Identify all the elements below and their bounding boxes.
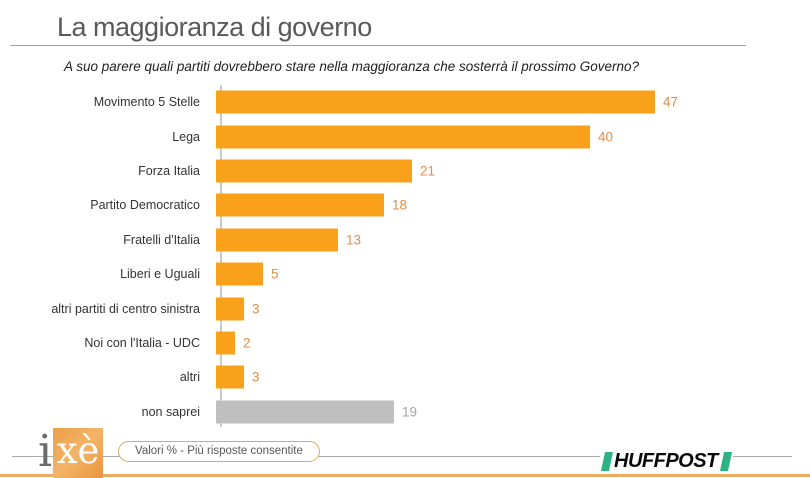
category-label: altri bbox=[179, 370, 200, 385]
category-label: Forza Italia bbox=[138, 163, 200, 178]
bottom-accent-rule bbox=[0, 474, 810, 477]
value-label: 47 bbox=[663, 94, 679, 110]
category-label: Noi con l'Italia - UDC bbox=[84, 335, 200, 350]
category-label: Fratelli d'Italia bbox=[123, 232, 200, 247]
bar bbox=[216, 262, 263, 286]
chart-row: Lega 40 bbox=[0, 119, 780, 153]
row-plot-area: 3 bbox=[212, 360, 780, 394]
chart-axis-line bbox=[220, 85, 222, 427]
chart-rows: Movimento 5 Stelle 47 Lega 40 Forza Italia 21… bbox=[0, 85, 780, 429]
category-label: Lega bbox=[172, 129, 200, 144]
bar bbox=[216, 331, 235, 355]
chart-row: Forza Italia 21 bbox=[0, 154, 780, 188]
bar bbox=[216, 90, 655, 114]
ixe-logo: i xè bbox=[38, 426, 104, 478]
value-label: 21 bbox=[420, 163, 436, 179]
bar bbox=[216, 125, 590, 149]
footer-divider bbox=[12, 456, 792, 457]
value-label: 40 bbox=[598, 129, 614, 145]
value-label: 3 bbox=[252, 301, 260, 317]
row-plot-area: 2 bbox=[212, 326, 780, 360]
category-label: altri partiti di centro sinistra bbox=[51, 301, 200, 316]
value-label: 2 bbox=[243, 335, 251, 351]
ixe-logo-letter-i: i bbox=[38, 426, 53, 477]
bar bbox=[216, 193, 384, 217]
value-label: 3 bbox=[252, 369, 260, 385]
huffpost-wordmark: HUFFPOST bbox=[614, 450, 718, 472]
bar bbox=[216, 159, 412, 183]
row-plot-area: 21 bbox=[212, 154, 780, 188]
value-label: 13 bbox=[346, 232, 362, 248]
ixe-logo-square: xè bbox=[53, 428, 104, 478]
chart-row: Movimento 5 Stelle 47 bbox=[0, 85, 780, 119]
title-underline bbox=[10, 45, 746, 46]
chart-row: non saprei 19 bbox=[0, 395, 780, 429]
row-plot-area: 18 bbox=[212, 188, 780, 222]
chart-row: Noi con l'Italia - UDC 2 bbox=[0, 326, 780, 360]
chart-row: altri partiti di centro sinistra 3 bbox=[0, 291, 780, 325]
huffpost-logo: HUFFPOST bbox=[600, 448, 733, 474]
row-plot-area: 3 bbox=[212, 291, 780, 325]
category-label: Movimento 5 Stelle bbox=[93, 95, 200, 110]
footnote-badge: Valori % - Più risposte consentite bbox=[118, 441, 320, 462]
row-plot-area: 13 bbox=[212, 223, 780, 257]
value-label: 5 bbox=[271, 266, 279, 282]
value-label: 19 bbox=[402, 404, 418, 420]
row-plot-area: 47 bbox=[212, 85, 780, 119]
bar-chart: Movimento 5 Stelle 47 Lega 40 Forza Italia 21… bbox=[0, 85, 780, 429]
row-plot-area: 5 bbox=[212, 257, 780, 291]
bar bbox=[216, 365, 244, 389]
category-label: non saprei bbox=[141, 404, 200, 419]
bar bbox=[216, 400, 394, 424]
chart-row: Partito Democratico 18 bbox=[0, 188, 780, 222]
survey-question: A suo parere quali partiti dovrebbero st… bbox=[64, 59, 640, 74]
row-plot-area: 40 bbox=[212, 119, 780, 153]
chart-row: Liberi e Uguali 5 bbox=[0, 257, 780, 291]
bar bbox=[216, 228, 338, 252]
chart-row: altri 3 bbox=[0, 360, 780, 394]
row-plot-area: 19 bbox=[212, 395, 780, 429]
value-label: 18 bbox=[392, 197, 408, 213]
bar bbox=[216, 297, 244, 321]
chart-row: Fratelli d'Italia 13 bbox=[0, 223, 780, 257]
category-label: Liberi e Uguali bbox=[120, 267, 200, 282]
category-label: Partito Democratico bbox=[90, 198, 200, 213]
page-title: La maggioranza di governo bbox=[57, 12, 372, 42]
